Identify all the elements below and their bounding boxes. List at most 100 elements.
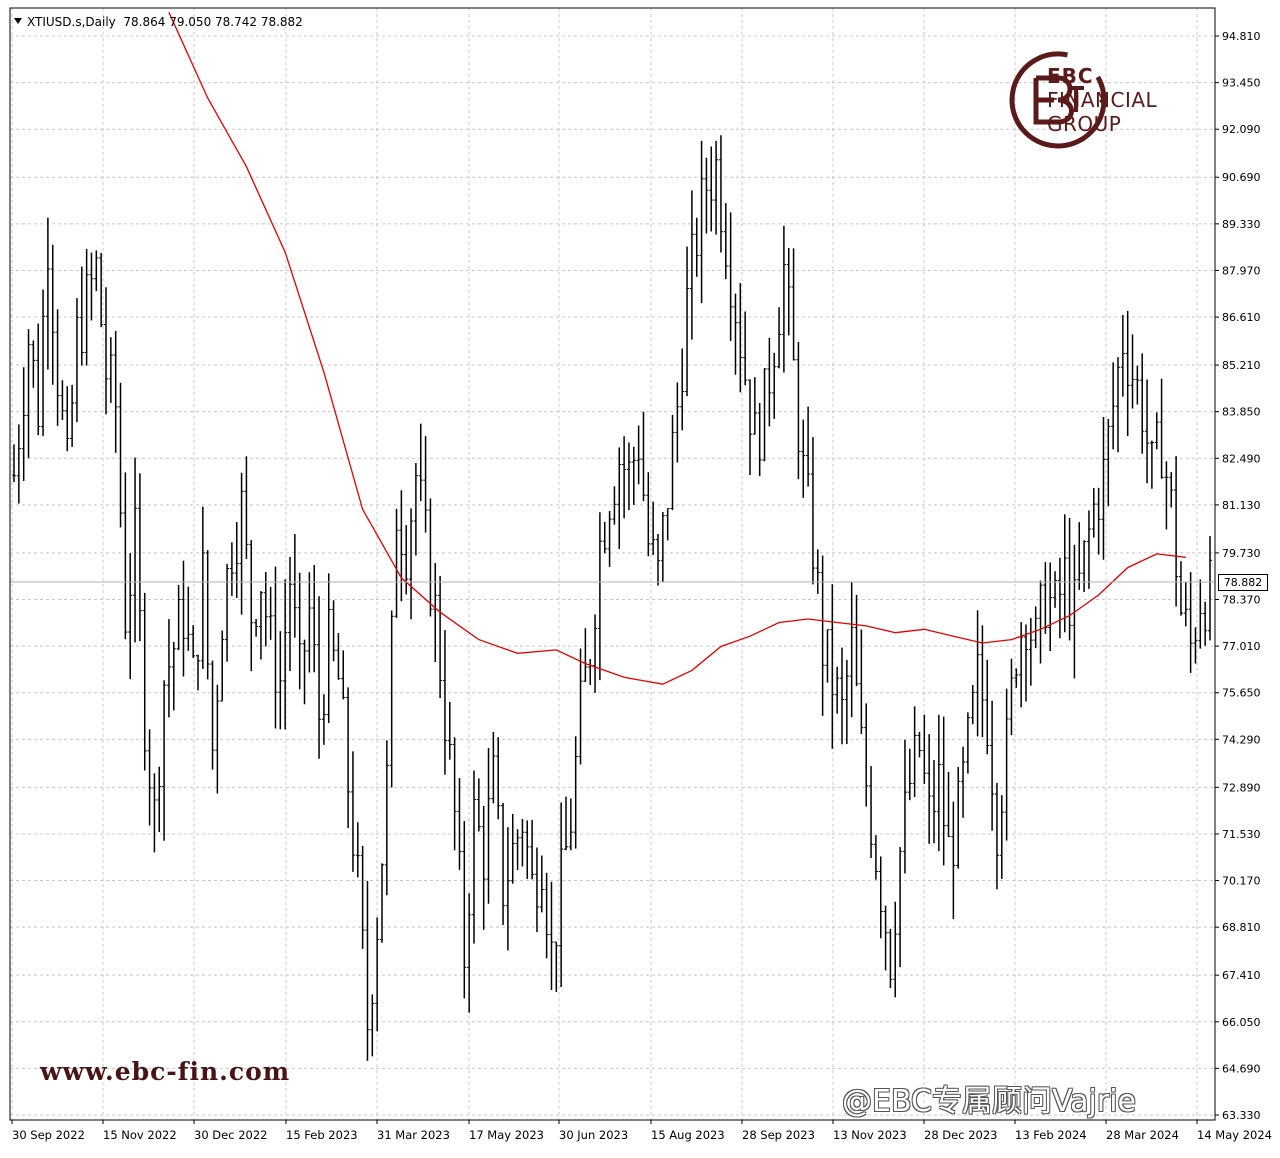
price-bar bbox=[472, 770, 476, 944]
price-bar bbox=[273, 566, 278, 729]
price-bar bbox=[864, 703, 869, 807]
price-bar bbox=[510, 813, 515, 884]
y-tick-label: 71.530 bbox=[1222, 828, 1261, 841]
price-bar bbox=[283, 579, 288, 730]
price-bar bbox=[680, 348, 685, 431]
price-bar bbox=[1024, 624, 1028, 702]
price-bar bbox=[825, 629, 830, 683]
price-bar bbox=[65, 386, 70, 452]
price-bar bbox=[176, 584, 181, 651]
price-bar bbox=[1033, 606, 1038, 649]
symbol-timeframe: XTIUSD.s,Daily bbox=[27, 15, 116, 29]
price-bar bbox=[12, 444, 16, 483]
price-bar bbox=[1116, 357, 1120, 453]
price-bar bbox=[442, 630, 447, 775]
price-bar bbox=[1048, 562, 1053, 652]
price-bar bbox=[312, 565, 317, 673]
x-tick-label: 14 May 2024 bbox=[1197, 1128, 1272, 1142]
price-bar bbox=[254, 619, 259, 637]
price-bar bbox=[1208, 536, 1212, 641]
price-bar bbox=[975, 610, 980, 737]
y-tick-label: 90.690 bbox=[1222, 171, 1261, 184]
price-bar bbox=[104, 287, 108, 415]
price-bar bbox=[1009, 658, 1014, 736]
price-bar bbox=[118, 382, 123, 528]
chart-grid bbox=[10, 8, 1215, 1120]
price-bar bbox=[815, 549, 820, 594]
price-bar bbox=[1019, 622, 1024, 708]
price-bar bbox=[50, 244, 55, 385]
price-bar bbox=[961, 746, 966, 818]
price-bar bbox=[1067, 517, 1072, 641]
price-bar bbox=[200, 506, 205, 669]
price-bar bbox=[1164, 461, 1169, 530]
price-bar bbox=[462, 821, 467, 999]
y-tick-label: 79.730 bbox=[1222, 547, 1261, 560]
x-tick-label: 13 Nov 2023 bbox=[833, 1128, 907, 1142]
x-tick-label: 28 Sep 2023 bbox=[742, 1128, 815, 1142]
price-bar bbox=[583, 628, 588, 682]
price-bar bbox=[258, 591, 263, 660]
ebc-logo-icon bbox=[1009, 51, 1107, 149]
price-bar bbox=[1014, 668, 1019, 688]
price-bar bbox=[520, 818, 525, 867]
price-bar bbox=[1077, 522, 1082, 590]
price-bar bbox=[292, 534, 297, 638]
price-bar bbox=[602, 521, 607, 554]
brand-line-1: EBC bbox=[1047, 64, 1094, 88]
price-bar bbox=[108, 337, 113, 403]
price-bar bbox=[791, 248, 796, 361]
price-bar bbox=[501, 802, 506, 925]
price-bar bbox=[651, 501, 656, 555]
price-bar bbox=[491, 731, 496, 804]
x-tick-label: 13 Feb 2024 bbox=[1015, 1128, 1087, 1142]
price-bar bbox=[384, 740, 389, 896]
y-tick-label: 86.610 bbox=[1222, 311, 1261, 324]
x-tick-label: 30 Dec 2022 bbox=[194, 1128, 267, 1142]
price-bar bbox=[1091, 488, 1096, 538]
price-bar bbox=[41, 289, 46, 437]
price-bar bbox=[147, 729, 152, 826]
price-bar bbox=[409, 508, 414, 620]
price-bar bbox=[801, 419, 806, 498]
price-bar bbox=[985, 659, 990, 755]
price-bar bbox=[496, 737, 501, 820]
price-bar bbox=[689, 190, 694, 340]
price-bar bbox=[1082, 540, 1087, 593]
price-bar bbox=[568, 798, 573, 851]
price-bar bbox=[399, 490, 404, 602]
price-bar bbox=[346, 687, 351, 828]
price-bar bbox=[1203, 601, 1208, 646]
price-bar bbox=[268, 586, 273, 640]
y-axis: 94.810 93.450 92.090 90.690 89.330 87.970 86.6… bbox=[1215, 30, 1261, 1122]
price-bar bbox=[859, 629, 864, 734]
price-bar bbox=[675, 382, 680, 463]
price-bar bbox=[549, 881, 554, 991]
price-bars bbox=[12, 135, 1212, 1061]
price-bar bbox=[849, 581, 854, 718]
current-price-label: 78.882 bbox=[1218, 574, 1268, 591]
price-bar bbox=[55, 309, 60, 426]
price-bar bbox=[137, 473, 142, 642]
price-bar bbox=[835, 666, 840, 714]
price-bar bbox=[660, 512, 665, 583]
price-bar bbox=[597, 512, 602, 681]
price-bar bbox=[927, 734, 932, 844]
price-bar bbox=[288, 556, 292, 671]
price-bar bbox=[1183, 582, 1188, 627]
price-bar bbox=[297, 572, 302, 690]
price-bar bbox=[152, 773, 157, 853]
price-bar bbox=[26, 329, 31, 459]
price-bar bbox=[263, 571, 268, 647]
price-bar bbox=[665, 508, 670, 541]
price-bar bbox=[423, 436, 428, 533]
y-tick-label: 94.810 bbox=[1222, 30, 1261, 43]
price-bar bbox=[593, 614, 598, 693]
price-bar bbox=[74, 298, 79, 423]
y-tick-label: 87.970 bbox=[1222, 264, 1261, 277]
price-bar bbox=[1043, 562, 1048, 634]
y-tick-label: 89.330 bbox=[1222, 218, 1261, 231]
dropdown-icon[interactable] bbox=[14, 18, 22, 24]
x-tick-label: 17 May 2023 bbox=[469, 1128, 544, 1142]
